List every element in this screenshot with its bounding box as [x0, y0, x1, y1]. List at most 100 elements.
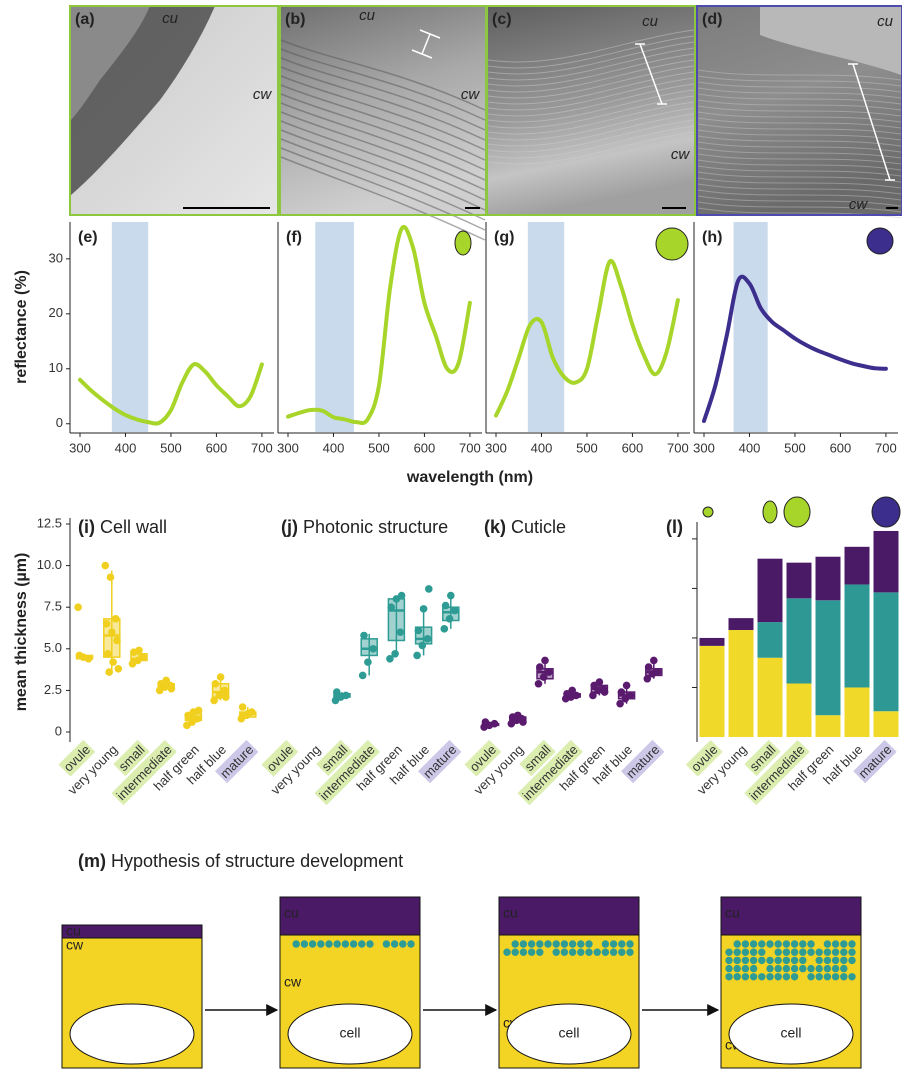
y-axis-label: reflectance (%) [13, 270, 30, 384]
photonic-layer [799, 957, 806, 964]
bar-segment [816, 557, 841, 601]
y-tick-label: 20 [49, 305, 63, 320]
data-point [105, 668, 113, 676]
photonic-layer [585, 949, 592, 956]
panel-name: Cell wall [100, 517, 167, 537]
x-tick-label: 300 [693, 440, 715, 455]
x-tick-label: 700 [251, 440, 273, 455]
photonic-layer [840, 940, 847, 947]
size-icon [872, 497, 900, 527]
panel-label: (f) [286, 229, 302, 246]
bar-segment [874, 711, 899, 737]
photonic-layer [725, 949, 732, 956]
x-tick-label: 700 [459, 440, 481, 455]
photonic-layer [791, 957, 798, 964]
photonic-layer [742, 940, 749, 947]
photonic-layer [775, 973, 782, 980]
bar-segment [816, 715, 841, 737]
photonic-layer [816, 949, 823, 956]
size-icon [784, 497, 810, 527]
photonic-layer [512, 940, 519, 947]
photonic-layer [407, 940, 414, 947]
photonic-layer [742, 957, 749, 964]
photonic-layer [734, 965, 741, 972]
panel-title: (j) Photonic structure [281, 517, 448, 537]
micrograph-label: cw [849, 196, 869, 213]
data-point [514, 712, 522, 720]
photonic-layer [742, 973, 749, 980]
y-axis-label: mean thickness (µm) [13, 553, 30, 712]
data-point [212, 680, 220, 688]
photonic-layer [816, 973, 823, 980]
photonic-layer [725, 973, 732, 980]
size-icon [455, 231, 471, 255]
x-axis-label: wavelength (nm) [406, 469, 533, 486]
photonic-layer [791, 949, 798, 956]
photonic-layer [536, 940, 543, 947]
photonic-layer [520, 940, 527, 947]
data-point [387, 603, 395, 611]
photonic-layer [383, 940, 390, 947]
photonic-layer [342, 940, 349, 947]
photonic-layer [750, 965, 757, 972]
micrograph-label: cw [671, 146, 691, 163]
data-point [415, 627, 423, 635]
data-point [76, 652, 84, 660]
data-point [391, 650, 399, 658]
photonic-layer [783, 965, 790, 972]
x-tick-label: 300 [485, 440, 507, 455]
data-point [108, 628, 116, 636]
bar-segment [845, 584, 870, 687]
data-point [222, 693, 230, 701]
photonic-layer [725, 957, 732, 964]
x-tick-label: 600 [414, 440, 436, 455]
figure: (a)cucw(b)cucw(c)cucw(d)cucwreflectance … [0, 0, 902, 1082]
photonic-layer [366, 940, 373, 947]
data-point [364, 658, 372, 666]
x-tick-label: 400 [739, 440, 761, 455]
photonic-layer [626, 949, 633, 956]
photonic-layer [553, 940, 560, 947]
x-tick-label: 400 [115, 440, 137, 455]
highlight-band [112, 222, 148, 432]
data-point [596, 678, 604, 686]
photonic-layer [293, 940, 300, 947]
photonic-layer [520, 949, 527, 956]
stage: cucwcell [721, 897, 861, 1068]
highlight-band [315, 222, 354, 432]
photonic-layer [791, 973, 798, 980]
photonic-layer [848, 957, 855, 964]
photonic-layer [553, 949, 560, 956]
photonic-layer [544, 940, 551, 947]
photonic-layer [840, 949, 847, 956]
x-tick-label: 500 [576, 440, 598, 455]
bar-segment [758, 622, 783, 658]
photonic-layer [775, 957, 782, 964]
photonic-layer [309, 940, 316, 947]
micrograph-label: cu [359, 7, 376, 24]
cell [70, 1004, 194, 1064]
bar-segment [700, 638, 725, 646]
photonic-layer [399, 940, 406, 947]
photonic-layer [848, 940, 855, 947]
panel-title: (k) Cuticle [484, 517, 566, 537]
x-tick-label: 300 [69, 440, 91, 455]
stage-label: cell [558, 1025, 579, 1041]
photonic-layer [840, 965, 847, 972]
panel-label: (l) [666, 517, 683, 537]
photonic-layer [832, 940, 839, 947]
data-point [645, 663, 653, 671]
x-tick-label: mature [855, 742, 894, 781]
photonic-layer [734, 940, 741, 947]
data-point [623, 682, 631, 690]
x-tick-label: 600 [622, 440, 644, 455]
micrograph: (b)cucw [280, 6, 486, 240]
photonic-layer [561, 949, 568, 956]
photonic-layer [758, 957, 765, 964]
photonic-layer [783, 973, 790, 980]
y-tick-label: 2.5 [44, 682, 62, 697]
bar-segment [845, 547, 870, 585]
micrograph-label: cw [461, 86, 481, 103]
photonic-layer [799, 940, 806, 947]
photonic-layer [807, 949, 814, 956]
